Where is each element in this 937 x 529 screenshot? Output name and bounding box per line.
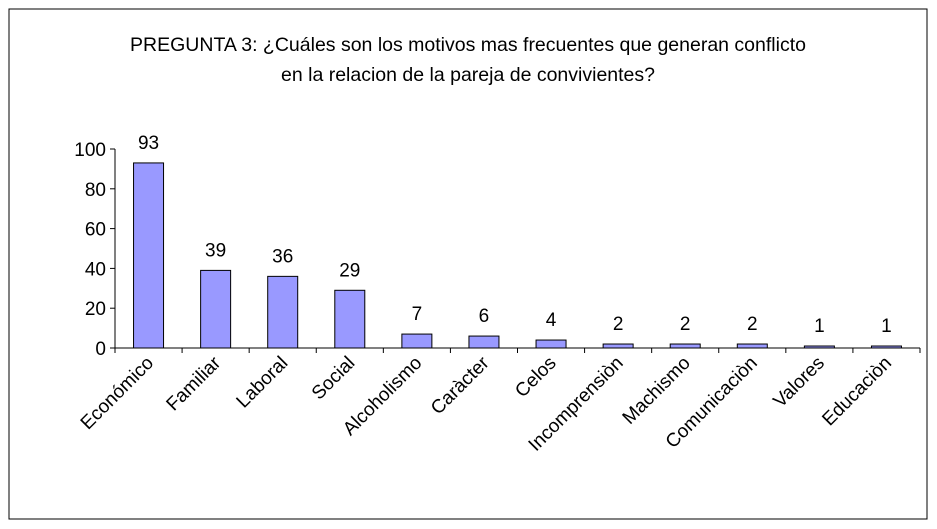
- y-tick-label: 40: [85, 259, 106, 280]
- data-label: 2: [680, 314, 691, 335]
- bar: [669, 343, 701, 349]
- bar: [267, 275, 299, 349]
- data-label: 39: [205, 240, 226, 261]
- bar: [468, 335, 500, 349]
- data-label: 29: [339, 260, 360, 281]
- y-tick-label: 20: [85, 299, 106, 320]
- data-label: 7: [412, 304, 423, 325]
- data-label: 6: [479, 306, 490, 327]
- data-label: 4: [546, 310, 557, 331]
- chart-title: PREGUNTA 3: ¿Cuáles son los motivos mas …: [130, 34, 806, 86]
- data-label: 1: [881, 316, 892, 337]
- data-label: 36: [272, 246, 293, 267]
- y-tick-label: 80: [85, 180, 106, 201]
- bar: [133, 162, 165, 349]
- data-label: 2: [747, 314, 758, 335]
- y-tick-label: 60: [85, 220, 106, 241]
- y-tick-label: 0: [95, 339, 106, 360]
- bar: [870, 345, 902, 349]
- data-label: 2: [613, 314, 624, 335]
- bar: [736, 343, 768, 349]
- bar: [401, 333, 433, 349]
- bar: [803, 345, 835, 349]
- bar: [535, 339, 567, 349]
- bar: [334, 289, 366, 349]
- y-tick-label: 100: [74, 140, 106, 161]
- bar: [200, 269, 232, 349]
- data-label: 1: [814, 316, 825, 337]
- data-label: 93: [138, 133, 159, 154]
- bar: [602, 343, 634, 349]
